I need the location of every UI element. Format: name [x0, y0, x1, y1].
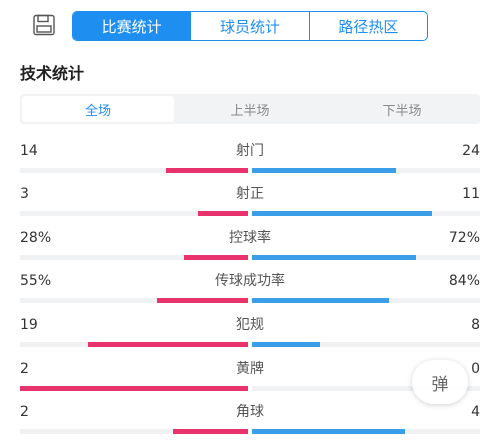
stat-row-shots: 14 射门 24	[20, 142, 480, 186]
stat-away-value: 72%	[448, 230, 480, 246]
away-bar	[252, 211, 433, 216]
tab-first-half[interactable]: 上半场	[230, 103, 270, 119]
away-bar-track	[252, 386, 480, 391]
stat-label: 黄牌	[236, 361, 264, 377]
away-bar-track	[252, 168, 480, 173]
stat-home-value: 3	[20, 186, 29, 202]
away-bar	[252, 429, 405, 434]
home-bar	[172, 429, 248, 434]
away-bar	[252, 298, 389, 303]
top-bar: 比赛统计 球员统计 路径热区	[0, 0, 500, 50]
away-bar-track	[252, 211, 480, 216]
away-bar	[252, 168, 396, 173]
home-bar	[88, 342, 248, 347]
stat-away-value: 84%	[448, 273, 480, 289]
stat-away-value: 0	[471, 361, 480, 377]
stat-row-pass-accuracy: 55% 传球成功率 84%	[20, 272, 480, 316]
stat-label: 犯规	[236, 317, 264, 333]
home-bar-track	[20, 386, 248, 391]
away-bar-track	[252, 255, 480, 260]
stat-away-value: 11	[462, 186, 480, 202]
stat-home-value: 2	[20, 361, 29, 377]
stat-label: 传球成功率	[215, 273, 285, 289]
danmaku-icon[interactable]: 弹	[412, 360, 468, 404]
stat-home-value: 2	[20, 404, 29, 420]
stat-home-value: 28%	[20, 230, 52, 246]
home-bar-track	[20, 429, 248, 434]
home-bar	[197, 211, 248, 216]
away-bar-track	[252, 429, 480, 434]
stat-home-value: 55%	[20, 273, 52, 289]
save-icon[interactable]	[32, 14, 58, 36]
tab-player-stats[interactable]: 球员统计	[190, 12, 308, 40]
main-tab-bar: 比赛统计 球员统计 路径热区	[72, 11, 428, 41]
stat-home-value: 14	[20, 143, 38, 159]
home-bar	[165, 168, 248, 173]
tab-heatmap[interactable]: 路径热区	[308, 12, 427, 40]
stat-row-yellow-cards: 2 黄牌 0	[20, 360, 480, 404]
stat-away-value: 8	[471, 317, 480, 333]
stat-row-corners: 2 角球 4	[20, 403, 480, 447]
home-bar	[156, 298, 248, 303]
home-bar	[20, 386, 248, 391]
home-bar-track	[20, 168, 248, 173]
away-bar-track	[252, 298, 480, 303]
home-bar	[184, 255, 248, 260]
stat-label: 射门	[236, 143, 264, 159]
home-bar-track	[20, 255, 248, 260]
home-bar-track	[20, 211, 248, 216]
stat-row-fouls: 19 犯规 8	[20, 316, 480, 360]
stat-label: 角球	[236, 404, 264, 420]
stat-row-possession: 28% 控球率 72%	[20, 229, 480, 273]
away-bar	[252, 342, 321, 347]
tab-second-half[interactable]: 下半场	[382, 103, 422, 119]
away-bar-track	[252, 342, 480, 347]
home-bar-track	[20, 298, 248, 303]
stat-label: 控球率	[229, 230, 271, 246]
section-title: 技术统计	[20, 64, 85, 83]
away-bar	[252, 255, 417, 260]
stat-away-value: 4	[471, 404, 480, 420]
stat-away-value: 24	[462, 143, 480, 159]
stat-row-shots-on-target: 3 射正 11	[20, 185, 480, 229]
stat-label: 射正	[236, 186, 264, 202]
tab-match-stats[interactable]: 比赛统计	[73, 12, 191, 40]
stat-home-value: 19	[20, 317, 38, 333]
home-bar-track	[20, 342, 248, 347]
period-tab-bar: 全场 上半场 下半场	[20, 94, 480, 124]
tab-full-match[interactable]: 全场	[22, 96, 174, 122]
